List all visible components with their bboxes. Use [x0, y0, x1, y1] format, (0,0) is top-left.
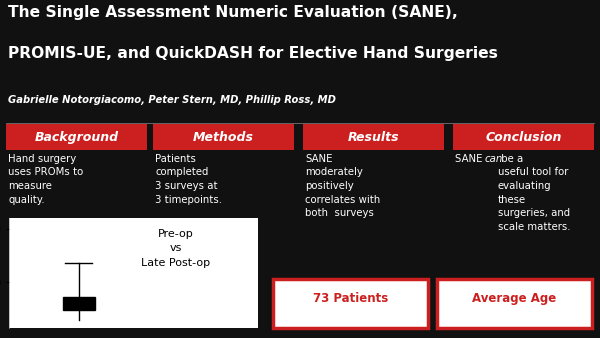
Text: PROMIS-UE, and QuickDASH for Elective Hand Surgeries: PROMIS-UE, and QuickDASH for Elective Ha… — [8, 46, 497, 61]
Text: Conclusion: Conclusion — [485, 131, 562, 144]
Text: Gabrielle Notorgiacomo, Peter Stern, MD, Phillip Ross, MD: Gabrielle Notorgiacomo, Peter Stern, MD,… — [8, 95, 335, 105]
Text: Pre-op
vs
Late Post-op: Pre-op vs Late Post-op — [141, 229, 211, 268]
Text: Average Age: Average Age — [472, 292, 556, 305]
Text: Results: Results — [347, 131, 400, 144]
Text: Hand surgery
uses PROMs to
measure
quality.: Hand surgery uses PROMs to measure quali… — [8, 154, 83, 204]
Text: SANE: SANE — [455, 154, 486, 164]
Text: The Single Assessment Numeric Evaluation (SANE),: The Single Assessment Numeric Evaluation… — [8, 5, 458, 20]
Text: Methods: Methods — [193, 131, 254, 144]
Bar — [62, 297, 95, 310]
Text: Patients
completed
3 surveys at
3 timepoints.: Patients completed 3 surveys at 3 timepo… — [155, 154, 223, 204]
Text: SANE
moderately
positively
correlates with
both  surveys: SANE moderately positively correlates wi… — [305, 154, 380, 218]
Text: be a
useful tool for
evaluating
these
surgeries, and
scale matters.: be a useful tool for evaluating these su… — [498, 154, 571, 232]
Text: Background: Background — [34, 131, 119, 144]
Text: 73 Patients: 73 Patients — [313, 292, 388, 305]
Text: can: can — [484, 154, 502, 164]
